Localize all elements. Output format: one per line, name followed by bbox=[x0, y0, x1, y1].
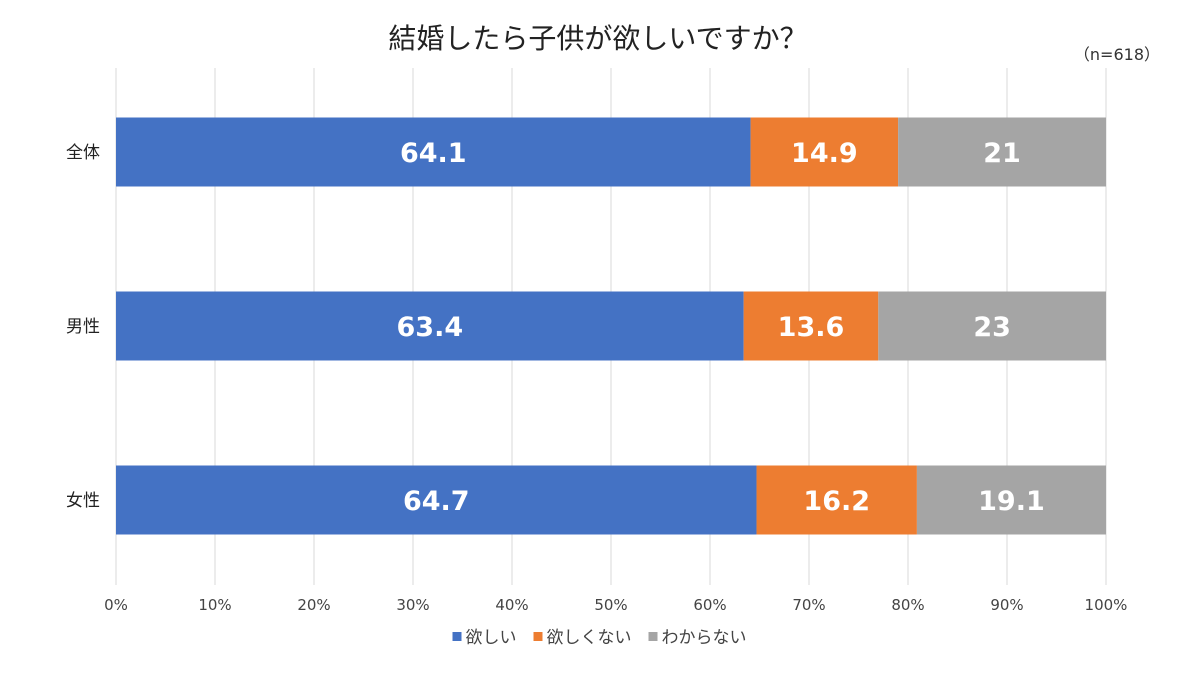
bar-segment bbox=[116, 465, 757, 535]
category-label: 女性 bbox=[66, 491, 100, 511]
data-label: 63.4 bbox=[397, 312, 464, 343]
legend-label: 欲しくない bbox=[547, 628, 632, 648]
x-tick-label: 60% bbox=[693, 596, 726, 614]
bar-segment bbox=[743, 291, 879, 361]
legend-swatch bbox=[533, 632, 543, 641]
x-tick-label: 100% bbox=[1085, 596, 1128, 614]
x-tick-label: 90% bbox=[990, 596, 1023, 614]
data-label: 16.2 bbox=[803, 486, 870, 517]
legend-swatch bbox=[452, 632, 462, 641]
x-tick-label: 10% bbox=[198, 596, 231, 614]
bar-segment bbox=[916, 465, 1106, 535]
x-tick-label: 0% bbox=[104, 596, 128, 614]
data-label: 21 bbox=[983, 138, 1021, 169]
bar-segment bbox=[756, 465, 917, 535]
x-tick-label: 80% bbox=[891, 596, 924, 614]
x-axis-ticks: 0% 10% 20% 30% 40% 50% 60% 70% 80% 90% 100% bbox=[104, 596, 1127, 614]
category-label: 全体 bbox=[66, 143, 100, 163]
data-label: 64.7 bbox=[403, 486, 470, 517]
x-tick-label: 20% bbox=[297, 596, 330, 614]
bar-segment bbox=[878, 291, 1106, 361]
data-label: 64.1 bbox=[400, 138, 467, 169]
data-label: 13.6 bbox=[778, 312, 845, 343]
data-label: 23 bbox=[973, 312, 1011, 343]
legend-swatch bbox=[648, 632, 658, 641]
data-label: 19.1 bbox=[978, 486, 1045, 517]
legend: 欲しい 欲しくない わからない bbox=[452, 628, 747, 648]
sample-size-note: （n=618） bbox=[1074, 45, 1160, 64]
bar-segment bbox=[116, 117, 751, 187]
x-tick-label: 40% bbox=[495, 596, 528, 614]
x-tick-label: 70% bbox=[792, 596, 825, 614]
x-tick-label: 50% bbox=[594, 596, 627, 614]
chart-title: 結婚したら子供が欲しいですか？ bbox=[388, 22, 807, 55]
legend-label: わからない bbox=[662, 628, 747, 648]
bar-segment bbox=[750, 117, 899, 187]
bar-segment bbox=[116, 291, 744, 361]
bar-segment bbox=[898, 117, 1106, 187]
data-label: 14.9 bbox=[791, 138, 858, 169]
legend-label: 欲しい bbox=[466, 628, 517, 648]
category-label: 男性 bbox=[66, 317, 100, 337]
x-tick-label: 30% bbox=[396, 596, 429, 614]
bars: 64.1 14.9 21 63.4 13.6 23 64.7 16.2 19.1 bbox=[116, 117, 1106, 535]
